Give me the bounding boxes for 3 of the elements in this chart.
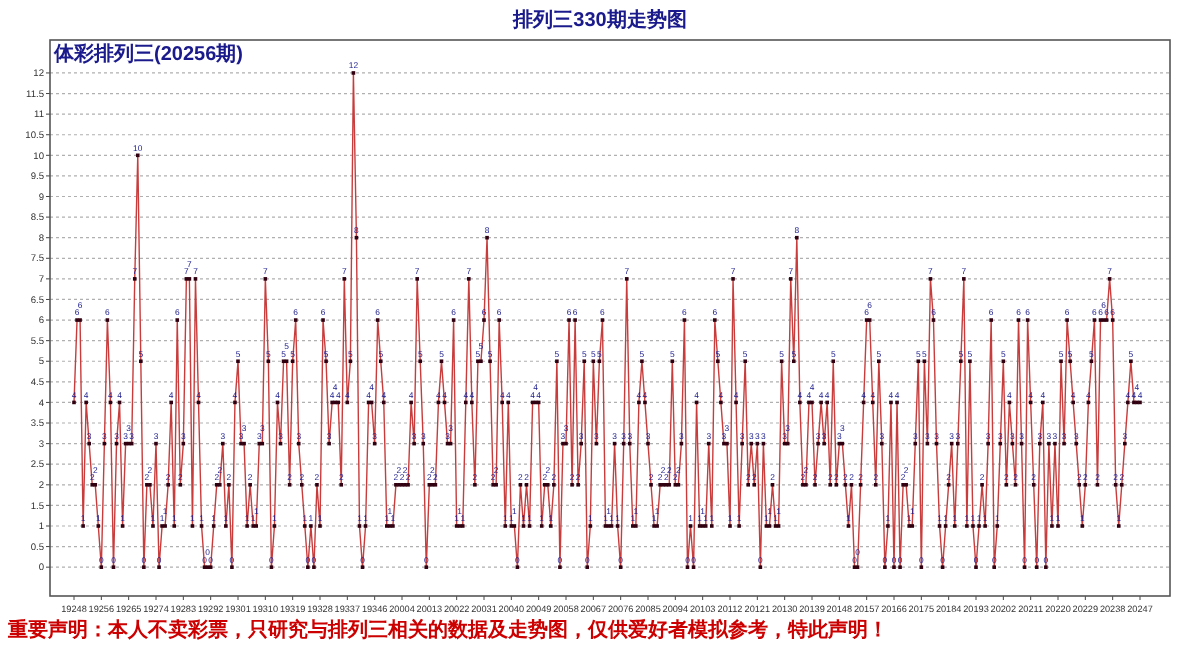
chart-subtitle: 体彩排列三(20256期) — [52, 42, 243, 66]
text: 重要声明：本人不卖彩票，只研究与排列三相关的数据及走势图，仅供爱好者模拟参考，特此声明！ — [6, 618, 888, 642]
chart-title: 排列三330期走势图 — [511, 8, 687, 32]
